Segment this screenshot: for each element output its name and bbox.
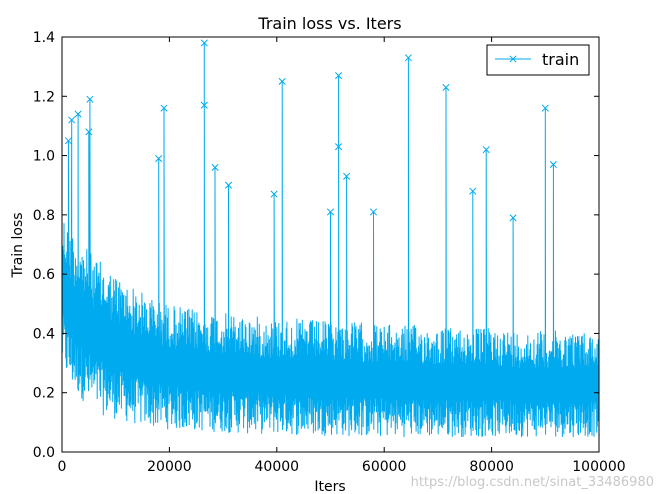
data-point-marker xyxy=(335,71,343,80)
ticks-layer: 0 20000 40000 60000 80000 100000 0.0 0.2 0.4 0.6 0… xyxy=(33,30,626,475)
data-point-marker xyxy=(211,163,219,171)
y-tick-label: 0.4 xyxy=(33,326,55,342)
data-point-marker xyxy=(343,172,351,180)
data-point-marker xyxy=(74,110,82,118)
legend-box xyxy=(486,44,590,76)
data-point-marker xyxy=(541,104,549,112)
legend: train xyxy=(486,44,590,76)
y-tick-label: 0.6 xyxy=(33,267,55,283)
data-point-marker xyxy=(85,128,93,136)
data-point-marker xyxy=(404,54,412,62)
data-point-marker xyxy=(86,95,94,103)
y-tick-label: 1.0 xyxy=(33,149,55,165)
data-point-marker xyxy=(369,208,378,216)
data-point-marker xyxy=(482,146,490,154)
data-point-marker xyxy=(549,160,557,169)
legend-swatch-train xyxy=(495,55,531,63)
data-point-marker xyxy=(155,154,163,163)
data-point-marker xyxy=(68,116,76,124)
watermark: https://blog.csdn.net/sinat_33486980 xyxy=(411,475,654,490)
legend-marker xyxy=(509,55,517,63)
data-point-marker xyxy=(335,143,343,151)
data-point-marker xyxy=(442,83,450,91)
series-line-train xyxy=(61,42,600,438)
data-point-marker xyxy=(224,181,233,189)
legend-label-train: train xyxy=(542,50,579,69)
data-point-marker xyxy=(270,190,278,198)
y-tick-label: 1.2 xyxy=(33,89,55,105)
y-axis-label: Train loss xyxy=(10,212,26,278)
data-point-marker xyxy=(326,208,335,216)
y-tick-label: 0.0 xyxy=(33,445,55,461)
x-tick-label: 0 xyxy=(58,459,67,475)
y-tick-label: 0.2 xyxy=(33,386,55,402)
x-tick-label: 100000 xyxy=(572,459,625,475)
data-point-marker xyxy=(200,39,208,47)
x-tick-label: 20000 xyxy=(147,459,192,475)
y-tick-label: 0.8 xyxy=(33,208,55,224)
data-point-marker xyxy=(469,187,477,195)
x-tick-label: 60000 xyxy=(362,459,407,475)
x-tick-label: 80000 xyxy=(469,459,514,475)
data-point-marker xyxy=(160,104,168,112)
data-point-marker xyxy=(64,137,72,145)
y-tick-label: 1.4 xyxy=(33,30,55,46)
data-point-marker xyxy=(200,101,208,109)
x-tick-label: 40000 xyxy=(255,459,300,475)
data-point-marker xyxy=(509,214,517,222)
plot-frame xyxy=(61,36,600,453)
series-layer xyxy=(61,39,600,438)
chart-title: Train loss vs. Iters xyxy=(257,14,401,33)
x-axis-label: Iters xyxy=(314,479,345,494)
data-point-marker xyxy=(278,77,286,86)
